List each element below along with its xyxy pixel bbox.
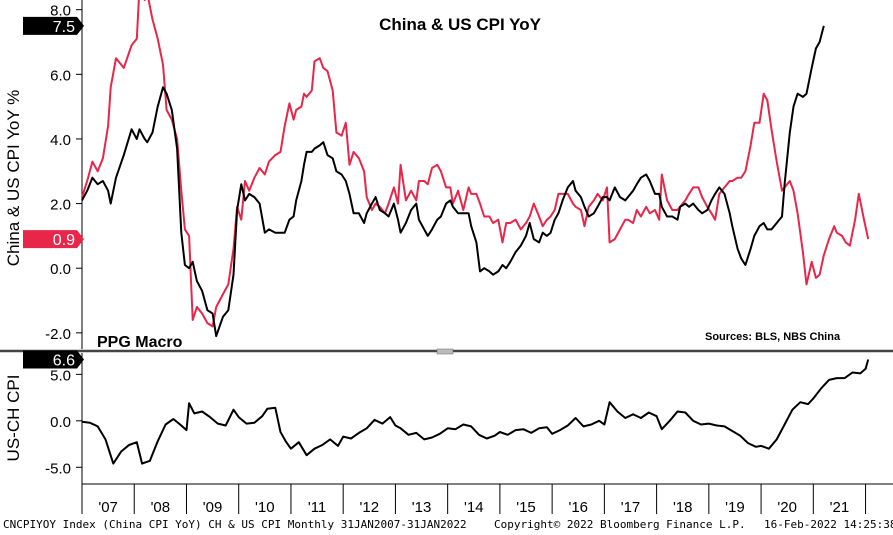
bottom-panel: US-CH CPI 5.00.0-5.0 '07'08'09'10'11'12 '…: [4, 350, 893, 516]
top-y-axis-label: China & US CPI YoY %: [4, 90, 23, 266]
top-y-tick-label: 6.0: [50, 67, 71, 84]
x-tick-label: '11: [308, 499, 326, 516]
x-tick-label: '20: [777, 499, 797, 516]
us-ch-cpi-last-value-tag: [23, 350, 84, 369]
bottom-y-tick-label: -5.0: [45, 460, 71, 477]
bottom-y-tick-label: 0.0: [50, 414, 71, 431]
top-chart-title: China & US CPI YoY: [379, 15, 542, 34]
bottom-last-value-tags: 6.6: [23, 350, 84, 370]
top-y-tick-label: 4.0: [50, 132, 71, 149]
x-tick-label: '09: [203, 499, 223, 516]
us-ch-cpi-line: [81, 359, 870, 465]
bottom-y-tick-label: 5.0: [50, 367, 71, 384]
top-y-ticks: 8.0 6.0 4.0 2.0 0.0 -2.0: [45, 3, 82, 343]
top-last-value-tags: 7.5 0.9: [23, 16, 84, 249]
x-tick-label: '14: [464, 499, 484, 516]
footer-timestamp: 16-Feb-2022 14:25:38: [764, 518, 893, 531]
x-tick-label: '17: [621, 499, 641, 516]
top-y-tick-label: -2.0: [45, 326, 71, 343]
x-tick-label: '07: [98, 499, 118, 516]
us-cpi-yoy-line: [81, 25, 825, 338]
us-cpi-yoy-last-value-label: 7.5: [53, 19, 75, 36]
watermark-label: PPG Macro: [97, 334, 183, 351]
x-tick-label: '15: [516, 499, 536, 516]
x-axis-ticks: '07 '08 '09 '10 '11 '12 '13 '14 '15 '16 '17 '18 '19 '…: [81, 484, 867, 516]
x-tick-label: '21: [830, 499, 850, 516]
x-tick-label: '19: [725, 499, 745, 516]
us-ch-cpi-last-value-label: 6.6: [53, 353, 75, 370]
china-cpi-yoy-line: [81, 0, 870, 328]
top-y-tick-label: 2.0: [50, 197, 71, 214]
china-cpi-yoy-last-value-label: 0.9: [53, 232, 75, 249]
bottom-y-ticks: 5.0 0.0 -5.0: [45, 367, 82, 477]
x-tick-label: '08: [151, 499, 171, 516]
x-tick-label: '13: [412, 499, 432, 516]
sources-label: Sources: BLS, NBS China: [705, 331, 841, 343]
x-tick-label: '16: [568, 499, 588, 516]
footer-copyright: Copyright© 2022 Bloomberg Finance L.P.: [494, 518, 746, 531]
footer-index-description: CNCPIYOY Index (China CPI YoY) CH & US C…: [3, 518, 467, 531]
top-series-group: [81, 0, 870, 338]
china-cpi-yoy-last-value-tag: [23, 230, 84, 249]
x-tick-label: '18: [673, 499, 693, 516]
top-y-tick-label: 0.0: [50, 261, 71, 278]
top-y-tick-label: 8.0: [50, 3, 71, 20]
bottom-y-axis-label: US-CH CPI: [4, 375, 23, 462]
x-tick-label: '12: [360, 499, 380, 516]
panel-divider-handle[interactable]: [436, 348, 454, 355]
us-cpi-yoy-last-value-tag: [23, 16, 84, 35]
top-panel: China & US CPI YoY China & US CPI YoY % …: [4, 0, 870, 351]
x-tick-label: '10: [255, 499, 275, 516]
bottom-series-group: [81, 359, 870, 465]
